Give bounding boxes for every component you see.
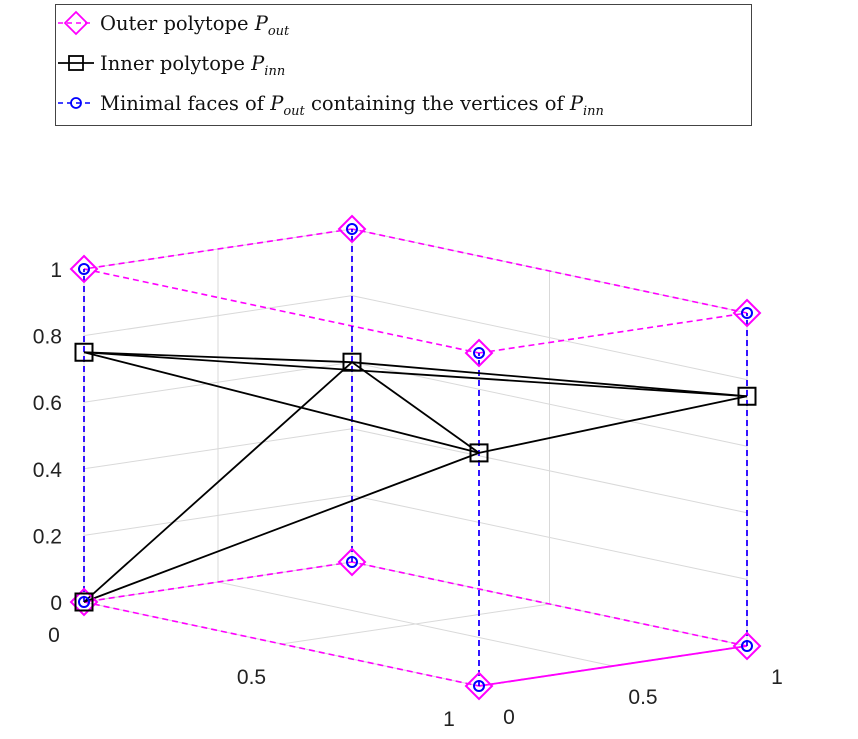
outer-edge [83, 561, 353, 603]
outer-edge [83, 228, 353, 270]
legend-label-outer: Outer polytope Pout [100, 11, 290, 39]
outer-edge [83, 268, 480, 354]
inner-vertex-marker [74, 342, 94, 362]
outer-edge [351, 228, 748, 314]
outer-edge [83, 601, 480, 687]
inner-vertex-marker [469, 443, 489, 463]
vertex-markers [69, 214, 762, 701]
y-tick-label: 0 [503, 706, 515, 729]
inner-edge [83, 351, 353, 364]
polytope-edges [83, 228, 748, 687]
inner-edge [83, 361, 353, 603]
z-tick-label: 0.2 [33, 525, 62, 548]
outer-vertex-marker [464, 338, 494, 368]
x-tick-label: 1 [443, 708, 455, 731]
minimal-face-marker [473, 347, 485, 359]
z-tick-label: 0.4 [33, 459, 63, 482]
legend: Outer polytope Pout Inner polytope Pinn … [55, 4, 752, 126]
z-tick-label: 0.6 [33, 392, 62, 415]
minimal-face-marker [346, 223, 358, 235]
legend-entry-minimal-faces: Minimal faces of Pout containing the ver… [56, 88, 604, 119]
inner-vertex-marker [737, 386, 757, 406]
inner-vertex-marker [74, 592, 94, 612]
outer-vertex-marker [337, 547, 367, 577]
outer-vertex-marker [732, 631, 762, 661]
legend-marker-minimal-faces [58, 97, 94, 109]
tick-labels: 0 0.2 0.4 0.6 0.8 1 0 0.5 1 0 0.5 1 [33, 259, 783, 731]
inner-edge [351, 361, 748, 398]
minimal-face-marker [741, 640, 753, 652]
minimal-face-marker [741, 307, 753, 319]
x-tick-label: 0 [48, 624, 60, 647]
minimal-face-marker [346, 556, 358, 568]
z-tick-label: 0.8 [33, 326, 62, 349]
z-tick-label: 1 [50, 259, 62, 282]
outer-edge [478, 312, 748, 354]
minimal-face-marker [78, 596, 90, 608]
x-tick-label: 0.5 [237, 666, 266, 689]
legend-entry-outer: Outer polytope Pout [56, 8, 290, 39]
legend-label-minimal-faces: Minimal faces of Pout containing the ver… [100, 91, 604, 119]
legend-label-inner: Inner polytope Pinn [100, 51, 286, 79]
y-tick-label: 1 [771, 666, 783, 689]
legend-entry-inner: Inner polytope Pinn [56, 48, 286, 79]
inner-edge [83, 351, 480, 454]
outer-vertex-marker [337, 214, 367, 244]
inner-edge [478, 395, 748, 454]
outer-vertex-marker [464, 671, 494, 701]
grid-line [281, 603, 550, 645]
outer-edge-solid [478, 645, 748, 687]
inner-vertex-marker [342, 352, 362, 372]
z-tick-label: 0 [50, 592, 62, 615]
minimal-face-marker [78, 263, 90, 275]
outer-vertex-marker [69, 254, 99, 284]
legend-marker-outer [58, 10, 94, 36]
outer-vertex-marker [732, 298, 762, 328]
legend-marker-inner [58, 55, 94, 71]
outer-edge [351, 561, 748, 647]
inner-edge [83, 452, 480, 603]
minimal-face-marker [473, 680, 485, 692]
inner-edge [83, 351, 748, 398]
inner-edge [351, 361, 480, 454]
grid [83, 228, 748, 687]
y-tick-label: 0.5 [628, 686, 657, 709]
